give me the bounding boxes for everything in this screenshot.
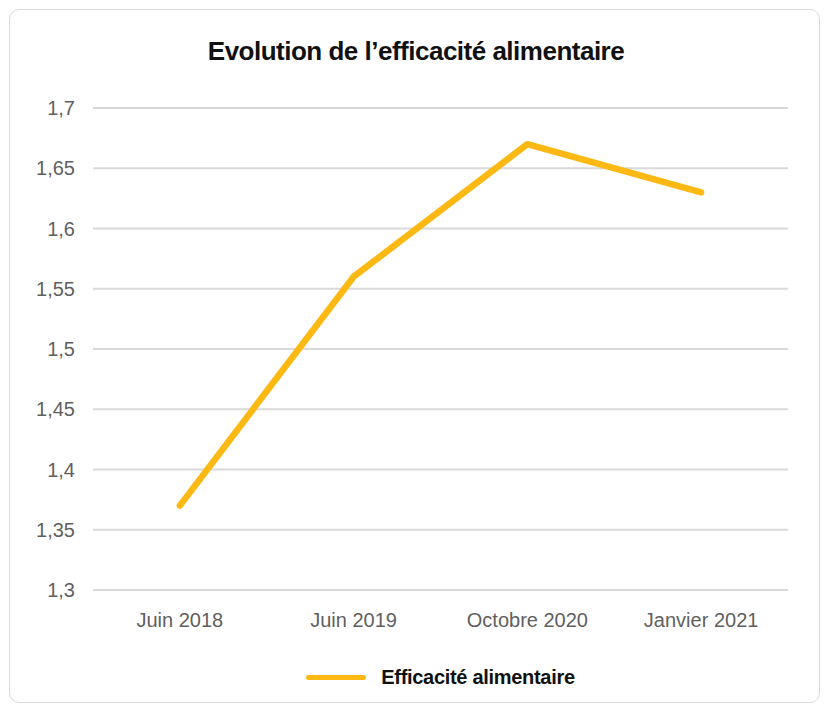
x-tick-label: Octobre 2020 [467, 609, 588, 631]
x-tick-label: Juin 2018 [137, 609, 224, 631]
y-tick-label: 1,3 [47, 579, 75, 601]
x-tick-label: Juin 2019 [310, 609, 397, 631]
y-tick-label: 1,55 [36, 278, 75, 300]
y-tick-label: 1,35 [36, 519, 75, 541]
y-tick-label: 1,65 [36, 157, 75, 179]
x-tick-label: Janvier 2021 [644, 609, 759, 631]
y-tick-label: 1,45 [36, 398, 75, 420]
y-tick-label: 1,7 [47, 97, 75, 119]
line-chart-canvas: 1,3 1,35 1,4 1,45 1,5 1,55 1,6 1,65 1,7 Juin 2018… [0, 0, 832, 720]
series-line-efficacite-alimentaire [180, 144, 701, 506]
y-tick-label: 1,4 [47, 459, 75, 481]
legend: Efficacité alimentaire [93, 664, 788, 690]
y-tick-label: 1,5 [47, 338, 75, 360]
legend-label: Efficacité alimentaire [381, 666, 575, 689]
y-tick-label: 1,6 [47, 218, 75, 240]
legend-line-swatch [306, 675, 366, 680]
chart-card: Evolution de l’efficacité alimentaire 1,… [0, 0, 832, 720]
